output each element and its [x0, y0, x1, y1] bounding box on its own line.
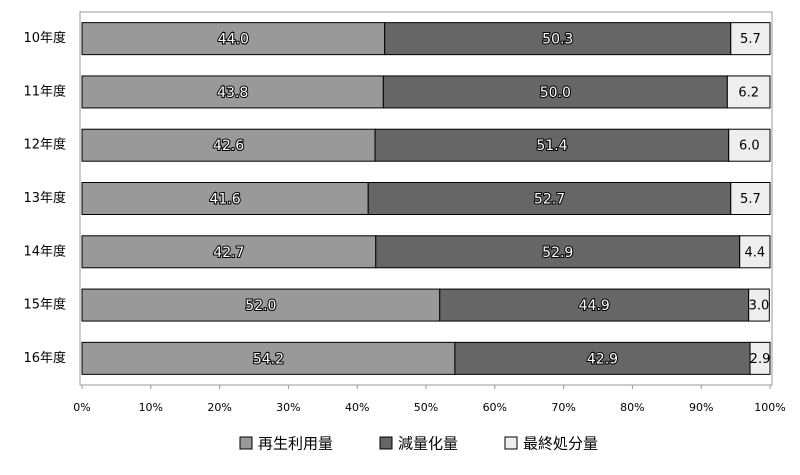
value-label: 4.4 — [745, 245, 766, 260]
value-label: 3.0 — [749, 299, 770, 314]
bar-segment — [81, 235, 377, 269]
value-label: 50.0 — [540, 85, 571, 101]
bar-segment — [439, 288, 750, 322]
x-tick-label: 100% — [754, 401, 785, 414]
bar-segment — [375, 235, 741, 269]
x-tick-label: 0% — [73, 401, 90, 414]
x-tick-label: 10% — [139, 401, 163, 414]
x-tick-label: 40% — [345, 401, 369, 414]
value-label: 52.9 — [542, 245, 573, 261]
bar-segment — [81, 128, 376, 162]
bar-segment — [81, 288, 441, 322]
bar-segment — [739, 235, 771, 269]
legend-swatch — [504, 436, 518, 450]
bar-segment — [748, 288, 770, 322]
x-tick-label: 90% — [689, 401, 713, 414]
bar-segment — [382, 75, 728, 109]
value-label: 42.7 — [213, 245, 244, 261]
bar-segment — [81, 341, 456, 375]
bar-segment — [367, 182, 732, 215]
value-label: 41.6 — [210, 192, 241, 208]
value-label: 42.6 — [213, 138, 244, 154]
bar-segment — [81, 22, 386, 56]
value-label: 54.2 — [253, 351, 284, 367]
value-label: 52.7 — [534, 192, 565, 208]
y-tick-label: 13年度 — [23, 190, 66, 206]
bar-segment — [726, 75, 771, 109]
y-tick-label: 11年度 — [23, 83, 66, 99]
value-label: 44.9 — [579, 298, 610, 314]
value-label: 2.9 — [750, 352, 771, 367]
bar-segment — [81, 182, 369, 215]
x-tick-label: 20% — [207, 401, 231, 414]
x-tick-label: 70% — [551, 401, 575, 414]
x-tick-label: 80% — [620, 401, 644, 414]
value-label: 44.0 — [218, 32, 249, 48]
legend-label: 再生利用量 — [258, 435, 333, 453]
bar-segment — [730, 22, 771, 56]
bar-segment — [730, 182, 771, 215]
y-tick-label: 15年度 — [23, 297, 66, 313]
value-label: 50.3 — [542, 32, 573, 48]
x-tick-label: 30% — [276, 401, 300, 414]
x-tick-label: 60% — [483, 401, 507, 414]
bar-segment — [749, 341, 771, 375]
value-label: 5.7 — [740, 192, 761, 207]
legend-label: 減量化量 — [398, 435, 458, 453]
bar-segment — [728, 128, 771, 162]
y-tick-label: 14年度 — [23, 243, 66, 259]
value-label: 6.0 — [739, 139, 760, 154]
y-tick-label: 16年度 — [23, 350, 66, 366]
bar-segment — [454, 341, 751, 375]
legend-swatch — [379, 436, 393, 450]
y-tick-label: 12年度 — [23, 137, 66, 153]
legend-swatch — [239, 436, 253, 450]
bar-segment — [374, 128, 730, 162]
y-tick-label: 10年度 — [23, 30, 66, 46]
x-tick-label: 50% — [414, 401, 438, 414]
value-label: 52.0 — [245, 298, 276, 314]
value-label: 51.4 — [536, 138, 567, 154]
value-label: 5.7 — [740, 32, 761, 47]
value-label: 6.2 — [738, 85, 759, 100]
value-label: 43.8 — [217, 85, 248, 101]
legend-label: 最終処分量 — [523, 435, 598, 453]
value-label: 42.9 — [587, 351, 618, 367]
